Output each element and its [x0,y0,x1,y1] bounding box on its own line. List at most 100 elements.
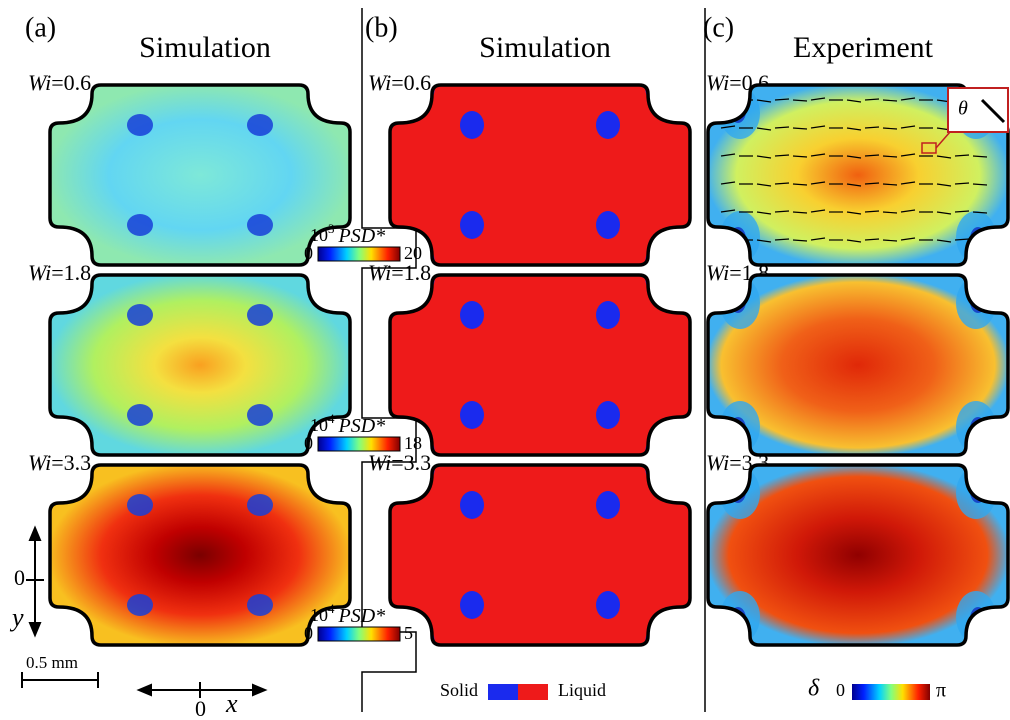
colorbar-max: 18 [404,433,422,453]
field-fill [388,273,692,457]
low-spot [127,594,153,616]
panel-title: Experiment [793,31,934,64]
wi-variable: Wi [706,450,729,475]
wi-label: Wi=1.8 [368,260,431,285]
wi-variable: Wi [706,70,729,95]
field [706,463,1010,647]
colorbar-var: δ [808,676,820,702]
wi-variable: Wi [28,260,51,285]
low-spot [720,591,760,643]
wi-variable: Wi [28,70,51,95]
panel-label: (a) [25,12,56,43]
colorbar-max: π [936,680,946,702]
wi-value: =1.8 [51,260,91,285]
colorbar-min: 0 [304,623,313,643]
figure: (a)SimulationWi=0.6Wi=1.8Wi=3.3(b)Simula… [0,0,1010,720]
panel-title: Simulation [139,31,271,64]
panel-label: (c) [703,12,734,43]
colorbar [318,437,400,451]
panel-title: Simulation [479,31,611,64]
colorbar-max: 20 [404,243,422,263]
solid-region [460,401,484,429]
solid-region [596,301,620,329]
low-spot [247,214,273,236]
legend-swatch [488,684,548,700]
solid-region [596,591,620,619]
inset-angle: θ [958,98,968,120]
colorbar-max: 5 [404,623,413,643]
scale-bar-label: 0.5 mm [26,653,78,672]
colorbar [852,684,930,700]
field-fill [388,463,692,647]
wi-value: =3.3 [51,450,91,475]
low-spot [247,114,273,136]
low-spot [247,494,273,516]
field [48,83,352,267]
field-fill [388,83,692,267]
field [48,273,352,457]
low-spot [127,214,153,236]
wi-value: =3.3 [391,450,431,475]
low-spot [127,494,153,516]
solid-region [460,301,484,329]
field-fill [48,273,352,457]
director [973,240,987,241]
solid-region [596,211,620,239]
colorbar-var: PSD* [338,415,386,437]
wi-variable: Wi [368,70,391,95]
low-spot [956,277,996,329]
low-spot [247,304,273,326]
low-spot [956,467,996,519]
solid-region [460,111,484,139]
wi-value: =0.6 [51,70,91,95]
wi-variable: Wi [368,260,391,285]
solid-region [596,491,620,519]
x-label: x [225,689,238,718]
solid-region [596,401,620,429]
low-spot [956,401,996,453]
legend-liquid: Liquid [558,680,606,700]
colorbar [318,247,400,261]
low-spot [956,211,996,263]
inset-box [948,88,1008,132]
low-spot [247,404,273,426]
colorbar [318,627,400,641]
wi-label: Wi=3.3 [28,450,91,475]
low-spot [956,591,996,643]
wi-label: Wi=3.3 [368,450,431,475]
y-origin: 0 [14,565,25,590]
field [706,273,1010,457]
wi-label: Wi=0.6 [28,70,91,95]
field-fill [48,463,352,647]
low-spot [247,594,273,616]
wi-label: Wi=1.8 [28,260,91,285]
x-origin: 0 [195,696,206,720]
panel-label: (b) [365,12,398,43]
solid-region [460,491,484,519]
field [48,463,352,647]
colorbar-exp: 3 [328,221,335,236]
solid-region [596,111,620,139]
low-spot [720,211,760,263]
colorbar-base: 10 [310,415,328,435]
low-spot [127,114,153,136]
wi-label: Wi=0.6 [368,70,431,95]
colorbar-min: 0 [836,680,845,700]
field-fill [48,83,352,267]
low-spot [720,401,760,453]
legend-solid: Solid [440,680,478,700]
wi-value: =0.6 [391,70,431,95]
colorbar-min: 0 [304,243,313,263]
colorbar-exp: 4 [328,601,335,616]
solid-region [460,591,484,619]
colorbar-var: PSD* [338,605,386,627]
colorbar-min: 0 [304,433,313,453]
y-label: y [9,603,24,632]
solid-region [460,211,484,239]
colorbar-base: 10 [310,605,328,625]
colorbar-exp: 4 [328,411,335,426]
wi-value: =1.8 [391,260,431,285]
